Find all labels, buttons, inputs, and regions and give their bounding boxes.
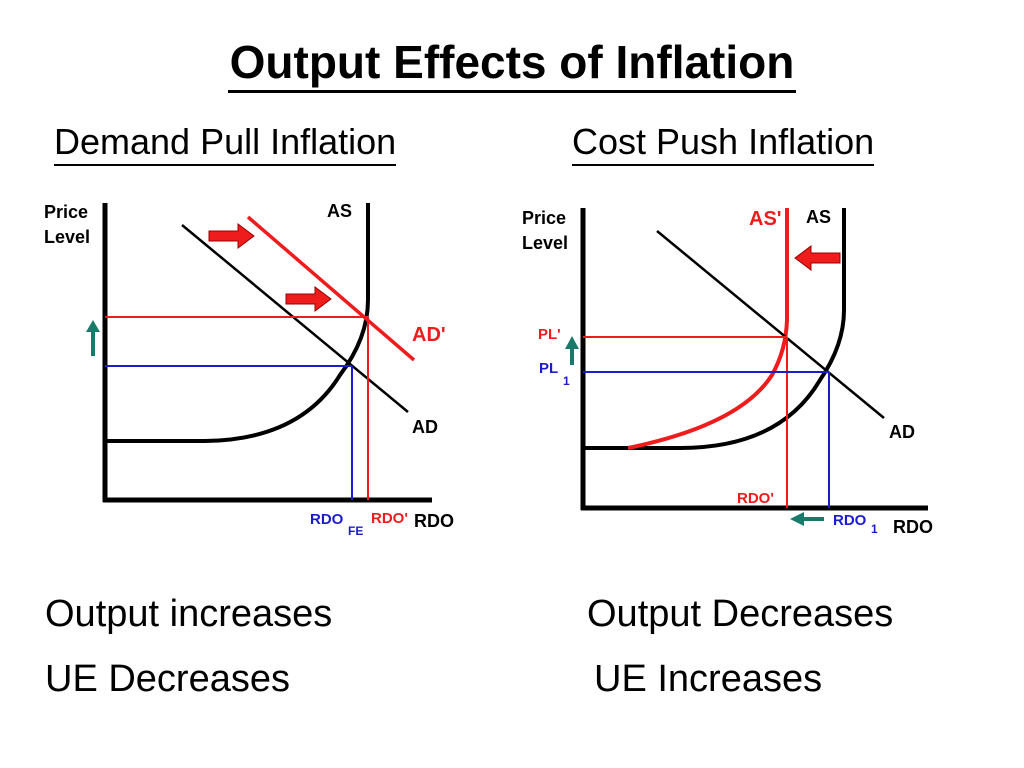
left-heading: Demand Pull Inflation (54, 120, 397, 166)
page-title-text: Output Effects of Inflation (227, 36, 797, 93)
right-heading: Cost Push Inflation (572, 120, 875, 166)
dp-ad-label: AD (412, 417, 438, 437)
cp-pl-old-label: PL (539, 360, 558, 377)
cp-as-shifted-curve (627, 208, 789, 450)
dp-as-label: AS (327, 201, 352, 221)
cp-shift-arrow (794, 245, 841, 271)
dp-price-up-arrow (86, 320, 100, 356)
cp-ylabel-level: Level (522, 233, 568, 253)
dp-xlabel: RDO (414, 511, 454, 531)
dp-rdo-fe-sub: FE (348, 524, 363, 538)
dp-rdo-fe-label: RDO (310, 511, 344, 528)
cp-pl-old-sub: 1 (563, 374, 570, 388)
cp-output-down-arrow (790, 512, 824, 526)
dp-ad-shifted-label: AD' (412, 324, 446, 346)
cp-pl-new-label: PL' (538, 326, 561, 343)
cp-as-label: AS (806, 207, 831, 227)
cp-rdo-new-label: RDO' (737, 490, 774, 507)
dp-shift-arrow-lower (285, 286, 332, 312)
right-heading-text: Cost Push Inflation (572, 121, 875, 166)
right-effect-ue: UE Increases (594, 658, 823, 700)
cp-as-shifted-label: AS' (749, 208, 782, 230)
page-title: Output Effects of Inflation (0, 34, 1024, 93)
left-effect-ue: UE Decreases (45, 658, 290, 700)
left-effect-output: Output increases (45, 593, 333, 635)
cp-xlabel: RDO (893, 517, 933, 537)
dp-as-curve (105, 203, 370, 443)
cost-push-chart: Price Level AS' AS AD PL' PL 1 RDO' RDO … (522, 207, 933, 537)
cp-ylabel-price: Price (522, 208, 566, 228)
dp-ad-curve (181, 224, 409, 413)
cp-price-up-arrow (565, 336, 579, 365)
cp-ad-label: AD (889, 422, 915, 442)
dp-ylabel-level: Level (44, 227, 90, 247)
dp-ad-shifted-curve (246, 215, 416, 362)
dp-rdo-new-label: RDO' (371, 510, 408, 527)
cp-rdo-old-sub: 1 (871, 522, 878, 536)
left-heading-text: Demand Pull Inflation (54, 121, 397, 166)
right-effect-output: Output Decreases (587, 593, 894, 635)
dp-ylabel-price: Price (44, 202, 88, 222)
cp-rdo-old-label: RDO (833, 512, 867, 529)
dp-shift-arrow-upper (208, 223, 255, 249)
cp-ad-curve (656, 230, 885, 419)
demand-pull-chart: Price Level AS AD' AD RDO FE RDO' RDO (44, 201, 454, 538)
cp-as-curve (583, 208, 846, 450)
